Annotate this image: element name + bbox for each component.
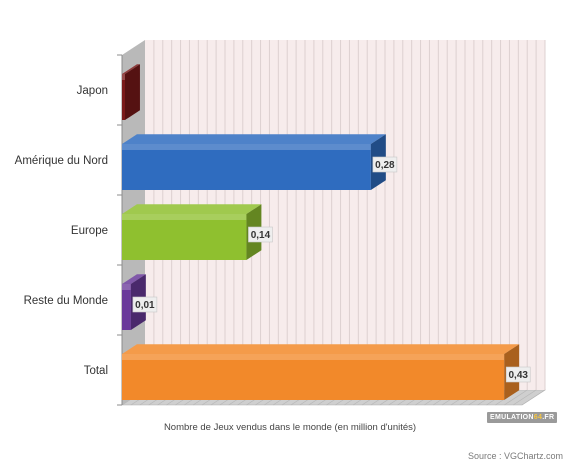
emulation-logo: EMULATION64.FR — [487, 412, 558, 423]
value-label: 0,43 — [505, 366, 531, 383]
value-label-box — [505, 366, 531, 383]
value-labels: 0,28 0,14 0,01 0,43 — [132, 156, 531, 383]
bar-front — [122, 284, 131, 330]
bar-front — [122, 214, 247, 260]
bar-highlight — [122, 214, 247, 220]
plot-background — [145, 40, 545, 390]
value-label-text: 0,43 — [508, 370, 528, 381]
value-label: 0,28 — [372, 156, 398, 173]
bar-front — [122, 144, 371, 190]
category-label: Japon — [77, 85, 108, 97]
bar-front — [122, 354, 505, 400]
x-axis-label: Nombre de Jeux vendus dans le monde (en … — [164, 422, 416, 433]
value-label-box — [248, 226, 273, 243]
category-label: Total — [84, 365, 108, 377]
bar-top — [122, 204, 262, 214]
value-label: 0,01 — [132, 296, 158, 313]
floor-line — [504, 389, 528, 406]
bar-top — [122, 274, 146, 284]
category-label: Europe — [71, 225, 108, 237]
floor-line — [512, 389, 537, 406]
category-ticks — [117, 54, 122, 406]
source-note: Source : VGChartz.com — [468, 451, 563, 461]
bar-top — [122, 64, 140, 74]
bar — [122, 64, 140, 120]
floor-line — [521, 389, 546, 406]
category-label: Amérique du Nord — [15, 155, 108, 167]
bar-highlight — [122, 74, 125, 80]
value-label-text: 0,28 — [375, 160, 395, 171]
value-label-text: 0,14 — [251, 230, 271, 241]
bar-side — [125, 64, 140, 120]
bar — [122, 134, 386, 190]
value-label-box — [132, 296, 158, 313]
value-label-box — [372, 156, 398, 173]
bars — [122, 64, 520, 400]
bar — [122, 204, 262, 260]
category-label: Reste du Monde — [24, 295, 108, 307]
value-label-text: 0,01 — [135, 300, 155, 311]
bar — [122, 344, 520, 400]
bar-top — [122, 134, 386, 144]
bar-highlight — [122, 144, 371, 150]
bar-highlight — [122, 284, 131, 290]
value-label: 0,14 — [248, 226, 273, 243]
bar-top — [122, 344, 520, 354]
bar-highlight — [122, 354, 505, 360]
bar-front — [122, 74, 125, 120]
category-labels: Japon Amérique du Nord Europe Reste du Mond… — [15, 85, 108, 377]
